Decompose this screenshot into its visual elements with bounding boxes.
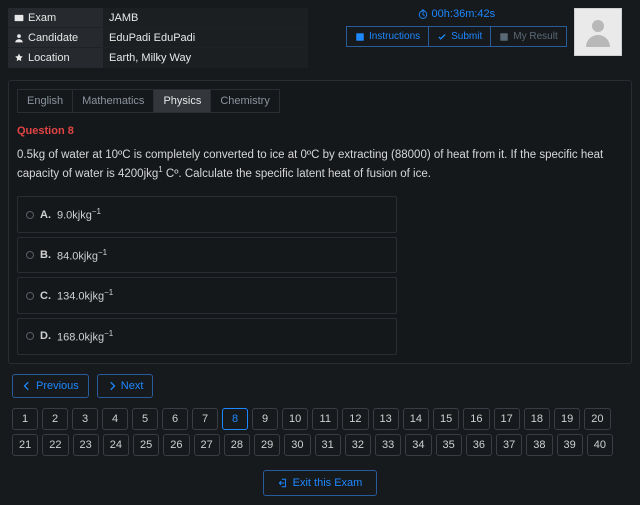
question-nav-23[interactable]: 23: [73, 434, 99, 456]
question-nav-30[interactable]: 30: [284, 434, 310, 456]
submit-button[interactable]: Submit: [429, 26, 491, 47]
option-letter: B.: [40, 249, 51, 261]
exam-label: Exam: [8, 8, 103, 27]
exam-value: JAMB: [103, 8, 308, 27]
option-d[interactable]: D. 168.0kjkg−1: [17, 318, 397, 355]
option-letter: D.: [40, 330, 51, 342]
question-nav-12[interactable]: 12: [342, 408, 368, 430]
question-nav-38[interactable]: 38: [526, 434, 552, 456]
option-value: 134.0kjkg−1: [57, 288, 113, 303]
location-value: Earth, Milky Way: [103, 48, 308, 68]
option-value: 84.0kjkg−1: [57, 248, 107, 263]
question-nav-7[interactable]: 7: [192, 408, 218, 430]
location-label: Location: [8, 48, 103, 68]
question-nav-10[interactable]: 10: [282, 408, 308, 430]
candidate-label: Candidate: [8, 28, 103, 47]
question-nav-20[interactable]: 20: [584, 408, 610, 430]
question-nav-9[interactable]: 9: [252, 408, 278, 430]
option-c[interactable]: C. 134.0kjkg−1: [17, 277, 397, 314]
previous-button[interactable]: Previous: [12, 374, 89, 398]
question-nav-31[interactable]: 31: [315, 434, 341, 456]
question-nav-3[interactable]: 3: [72, 408, 98, 430]
question-nav-1[interactable]: 1: [12, 408, 38, 430]
question-nav-8[interactable]: 8: [222, 408, 248, 430]
question-nav-33[interactable]: 33: [375, 434, 401, 456]
radio-icon: [26, 211, 34, 219]
tab-mathematics[interactable]: Mathematics: [73, 89, 154, 113]
instructions-button[interactable]: Instructions: [346, 26, 429, 47]
question-nav-39[interactable]: 39: [557, 434, 583, 456]
radio-icon: [26, 332, 34, 340]
question-nav-2[interactable]: 2: [42, 408, 68, 430]
question-number: Question 8: [17, 125, 623, 137]
question-nav-32[interactable]: 32: [345, 434, 371, 456]
question-nav-26[interactable]: 26: [163, 434, 189, 456]
option-a[interactable]: A. 9.0kjkg−1: [17, 196, 397, 233]
option-letter: C.: [40, 290, 51, 302]
tab-english[interactable]: English: [17, 89, 73, 113]
radio-icon: [26, 292, 34, 300]
question-nav-24[interactable]: 24: [103, 434, 129, 456]
question-nav-16[interactable]: 16: [463, 408, 489, 430]
question-nav-25[interactable]: 25: [133, 434, 159, 456]
question-nav-36[interactable]: 36: [466, 434, 492, 456]
question-nav-6[interactable]: 6: [162, 408, 188, 430]
question-nav-17[interactable]: 17: [494, 408, 520, 430]
question-nav-37[interactable]: 37: [496, 434, 522, 456]
tab-physics[interactable]: Physics: [154, 89, 211, 113]
my-result-button[interactable]: My Result: [491, 26, 566, 47]
question-nav-15[interactable]: 15: [433, 408, 459, 430]
question-nav-5[interactable]: 5: [132, 408, 158, 430]
exit-exam-button[interactable]: Exit this Exam: [263, 470, 378, 496]
option-letter: A.: [40, 209, 51, 221]
question-nav-22[interactable]: 22: [42, 434, 68, 456]
question-number-grid: 1234567891011121314151617181920212223242…: [8, 408, 632, 456]
next-button[interactable]: Next: [97, 374, 154, 398]
radio-icon: [26, 251, 34, 259]
question-nav-35[interactable]: 35: [436, 434, 462, 456]
question-nav-11[interactable]: 11: [312, 408, 338, 430]
question-nav-27[interactable]: 27: [194, 434, 220, 456]
option-value: 168.0kjkg−1: [57, 329, 113, 344]
question-nav-29[interactable]: 29: [254, 434, 280, 456]
question-nav-14[interactable]: 14: [403, 408, 429, 430]
question-nav-28[interactable]: 28: [224, 434, 250, 456]
question-text: 0.5kg of water at 10ºC is completely con…: [17, 147, 623, 182]
exam-info-table: Exam JAMB Candidate EduPadi EduPadi Loca…: [8, 8, 308, 68]
avatar: [574, 8, 622, 56]
question-card: EnglishMathematicsPhysicsChemistry Quest…: [8, 80, 632, 364]
candidate-value: EduPadi EduPadi: [103, 28, 308, 47]
question-nav-21[interactable]: 21: [12, 434, 38, 456]
question-nav-18[interactable]: 18: [524, 408, 550, 430]
question-nav-13[interactable]: 13: [373, 408, 399, 430]
tab-chemistry[interactable]: Chemistry: [211, 89, 280, 113]
countdown-timer: 00h:36m:42s: [346, 8, 567, 20]
question-nav-19[interactable]: 19: [554, 408, 580, 430]
question-nav-40[interactable]: 40: [587, 434, 613, 456]
question-nav-34[interactable]: 34: [405, 434, 431, 456]
option-value: 9.0kjkg−1: [57, 207, 101, 222]
option-b[interactable]: B. 84.0kjkg−1: [17, 237, 397, 274]
question-nav-4[interactable]: 4: [102, 408, 128, 430]
